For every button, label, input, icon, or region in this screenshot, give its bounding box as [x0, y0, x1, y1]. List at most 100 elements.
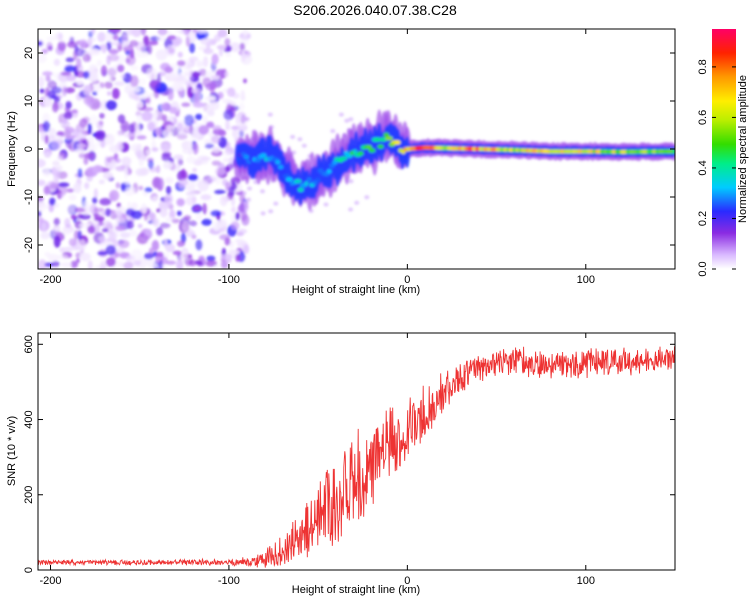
noise-blob [189, 42, 196, 54]
snr-series-line [38, 346, 675, 568]
noise-blob [143, 35, 150, 47]
noise-blob [80, 252, 91, 262]
noise-blob [105, 100, 117, 111]
noise-blob [178, 158, 184, 166]
noise-blob [76, 258, 80, 264]
noise-blob [260, 211, 266, 216]
ridge-core [339, 156, 348, 161]
noise-blob [98, 236, 107, 244]
noise-blob [175, 83, 185, 92]
noise-blob [240, 89, 245, 99]
noise-blob [149, 79, 161, 90]
noise-blob [42, 120, 51, 133]
ridge-core [357, 151, 364, 156]
noise-blob [210, 75, 221, 80]
figure-title: S206.2026.040.07.38.C28 [293, 2, 457, 18]
noise-blob [53, 235, 61, 248]
noise-blob [148, 40, 159, 46]
noise-blob [124, 167, 129, 180]
noise-blob [118, 239, 130, 249]
noise-blob [94, 216, 105, 222]
noise-blob [88, 37, 96, 43]
snr-frame [37, 332, 676, 571]
noise-blob [133, 259, 142, 266]
noise-blob [110, 41, 122, 46]
noise-blob [64, 65, 76, 72]
noise-blob [206, 121, 215, 128]
noise-blob [113, 81, 125, 87]
noise-blob [201, 218, 212, 226]
noise-blob [52, 101, 59, 113]
ridge-core [385, 136, 394, 141]
noise-blob [102, 172, 114, 180]
noise-blob [83, 156, 89, 165]
noise-blob [157, 177, 165, 190]
noise-blob [79, 222, 90, 228]
noise-blob [44, 151, 52, 159]
ridge-core [235, 157, 241, 162]
ridge-core [332, 160, 338, 165]
noise-blob [195, 29, 207, 34]
noise-blob [268, 209, 274, 214]
noise-blob [50, 140, 62, 151]
colorbar-tick-label: 0.2 [697, 211, 709, 226]
noise-blob [130, 65, 139, 71]
noise-blob [117, 114, 126, 124]
noise-blob [57, 182, 70, 187]
noise-blob [77, 168, 83, 179]
noise-blob [165, 260, 177, 265]
noise-blob [131, 29, 142, 38]
noise-blob [43, 185, 51, 195]
noise-blob [168, 71, 180, 79]
noise-blob [87, 260, 93, 269]
noise-blob [129, 40, 139, 47]
noise-blob [133, 87, 140, 93]
noise-blob [47, 80, 58, 90]
noise-blob [123, 261, 134, 269]
noise-blob [129, 75, 139, 88]
noise-blob [128, 229, 138, 237]
noise-blob [158, 259, 163, 269]
noise-blob [243, 201, 249, 206]
noise-blob [176, 198, 185, 207]
ridge-core [260, 153, 267, 158]
noise-blob [66, 74, 77, 82]
noise-blob [168, 114, 175, 123]
noise-blob [146, 67, 158, 80]
noise-blob [88, 48, 101, 56]
noise-blob [141, 111, 153, 122]
noise-blob [100, 139, 106, 148]
noise-blob [59, 192, 65, 199]
noise-blob [192, 101, 205, 108]
noise-blob [189, 124, 194, 135]
noise-blob [185, 191, 196, 196]
noise-blob [143, 252, 154, 260]
noise-blob [164, 66, 174, 74]
x-tick-label: -100 [218, 575, 240, 587]
colorbar: 0.0 0.2 0.4 0.6 0.8 Normalized spectral ampl… [697, 29, 749, 277]
noise-blob [48, 204, 54, 213]
noise-blob [167, 89, 174, 101]
noise-blob [239, 193, 246, 204]
noise-blob [63, 111, 73, 120]
noise-blob [161, 152, 171, 162]
noise-blob [59, 247, 66, 253]
ridge-core [374, 137, 382, 142]
spectrogram-xlabel: Height of straight line (km) [292, 284, 420, 296]
noise-blob [160, 143, 171, 153]
ridge-core [283, 173, 290, 179]
noise-blob [92, 83, 100, 89]
x-tick-label: -200 [39, 274, 61, 286]
noise-blob [230, 221, 240, 231]
noise-blob [195, 239, 203, 251]
noise-blob [236, 242, 246, 247]
noise-blob [169, 106, 178, 114]
noise-blob [41, 48, 48, 54]
noise-blob [107, 67, 117, 77]
noise-blob [220, 261, 229, 269]
noise-blob [43, 96, 53, 108]
noise-blob [159, 222, 171, 229]
ridge-core [326, 169, 332, 174]
